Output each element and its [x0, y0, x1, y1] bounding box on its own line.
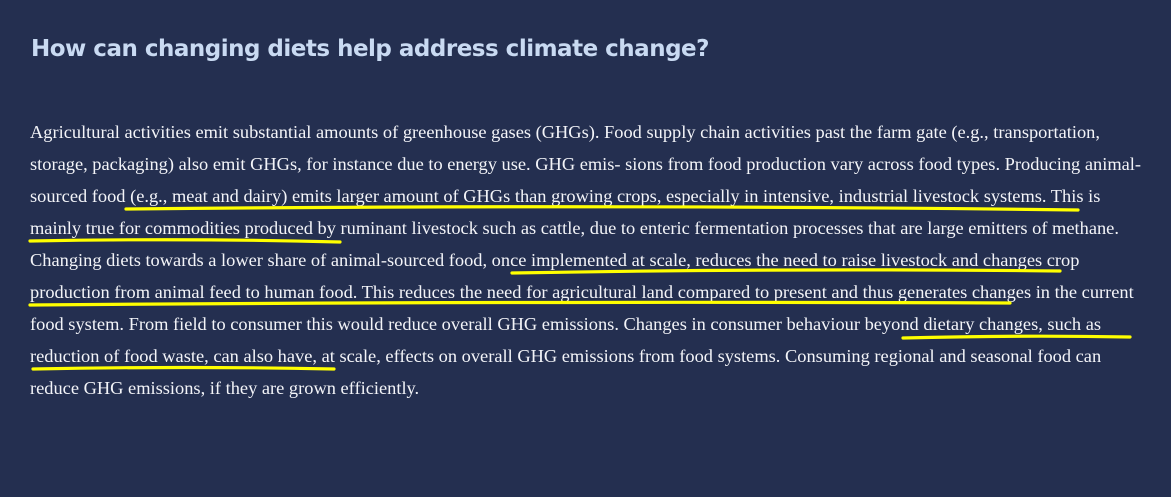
text-segment: Changes in consumer behaviour beyond die… — [30, 314, 1102, 398]
highlighted-sentence-2: Changing diets towards a lower share of … — [30, 250, 1080, 302]
body-paragraph: Agricultural activities emit substantial… — [30, 116, 1150, 404]
page-title: How can changing diets help address clim… — [31, 36, 709, 62]
text-segment: This is mainly true for commodities prod… — [30, 186, 1119, 238]
text-segment: Agricultural activities emit substantial… — [30, 122, 1100, 174]
text-segment: This reduces the need for agricultural l… — [30, 282, 1134, 334]
highlighted-sentence-3: From field to consumer this would reduce… — [128, 314, 619, 334]
highlighted-sentence-1: Producing animal-sourced food (e.g., mea… — [30, 154, 1142, 206]
